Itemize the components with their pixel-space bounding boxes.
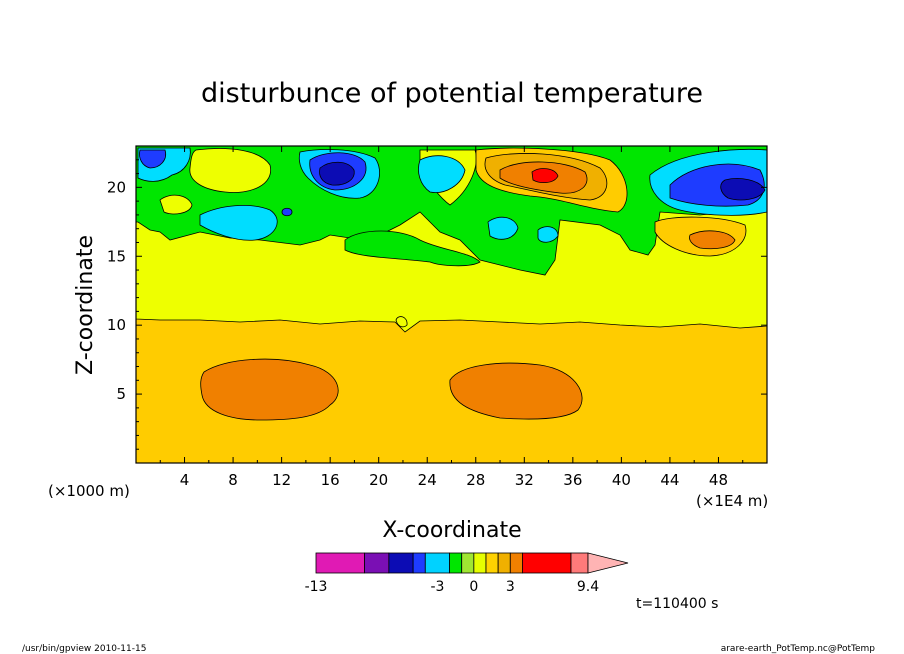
field-orange2-right <box>689 230 736 250</box>
colorbar-swatch <box>522 552 572 574</box>
colorbar-swatch <box>509 552 523 574</box>
colorbar-tick-label: -13 <box>305 579 328 595</box>
footer-left: /usr/bin/gpview 2010-11-15 <box>22 644 146 654</box>
footer-right: arare-earth_PotTemp.nc@PotTemp <box>721 644 876 654</box>
field-orange-right-low <box>449 362 583 420</box>
colorbar-swatch <box>473 552 487 574</box>
x-tick-label: 20 <box>369 471 388 489</box>
x-tick-label: 28 <box>466 471 485 489</box>
colorbar-swatch <box>388 552 414 574</box>
x-axis: 4 8 12 16 20 24 28 32 36 40 44 48 <box>159 146 744 489</box>
colorbar-swatch <box>449 552 463 574</box>
y-tick-label: 10 <box>107 316 126 334</box>
x-unit-left: (×1000 m) <box>48 482 130 500</box>
colorbar: -13 -3 0 3 9.4 <box>305 552 629 595</box>
colorbar-tick-label: 9.4 <box>577 579 599 595</box>
field-blue-left <box>139 149 167 169</box>
colorbar-swatch <box>364 552 390 574</box>
chart-title: disturbunce of potential temperature <box>201 78 703 109</box>
colorbar-tick-label: 0 <box>469 579 478 595</box>
colorbar-swatch <box>424 552 450 574</box>
y-tick-label: 15 <box>107 247 126 265</box>
x-tick-label: 32 <box>515 471 534 489</box>
field-cyan-mid4 <box>537 226 559 243</box>
field-green-blob <box>344 230 481 267</box>
field-yellow-upper-patch <box>189 148 271 193</box>
colorbar-swatch <box>497 552 511 574</box>
colorbar-extend-arrow <box>587 552 629 574</box>
x-tick-label: 4 <box>180 471 190 489</box>
field-cyan-mid3 <box>487 216 519 240</box>
y-axis: 5 10 15 20 <box>107 159 767 450</box>
x-tick-label: 40 <box>612 471 631 489</box>
colorbar-swatch <box>412 552 426 574</box>
colorbar-swatch <box>461 552 475 574</box>
x-tick-label: 16 <box>321 471 340 489</box>
x-unit-right: (×1E4 m) <box>696 492 768 510</box>
y-axis-label: Z-coordinate <box>73 235 98 375</box>
x-axis-label: X-coordinate <box>382 518 521 543</box>
field-small-bump <box>395 316 408 328</box>
x-tick-label: 48 <box>709 471 728 489</box>
colorbar-swatch <box>570 552 589 574</box>
x-tick-label: 36 <box>563 471 582 489</box>
contour-field <box>136 146 767 463</box>
field-red-top <box>531 168 559 184</box>
x-tick-label: 24 <box>418 471 437 489</box>
field-yellow-small <box>159 194 193 215</box>
colorbar-tick-label: 3 <box>506 579 515 595</box>
x-tick-label: 12 <box>272 471 291 489</box>
field-cyan-left <box>199 205 278 241</box>
x-tick-label: 8 <box>228 471 238 489</box>
time-label: t=110400 s <box>636 596 718 612</box>
field-blue-dot <box>281 207 293 217</box>
field-orange-left-low <box>200 358 339 421</box>
y-tick-label: 5 <box>116 385 126 403</box>
colorbar-swatch <box>485 552 499 574</box>
colorbar-tick-label: -3 <box>430 579 444 595</box>
field-navy-right <box>720 178 766 201</box>
field-navy-mid <box>319 161 355 186</box>
colorbar-swatch <box>315 552 365 574</box>
y-tick-label: 20 <box>107 178 126 196</box>
field-cyan-mid2 <box>418 155 466 193</box>
x-tick-label: 44 <box>660 471 679 489</box>
